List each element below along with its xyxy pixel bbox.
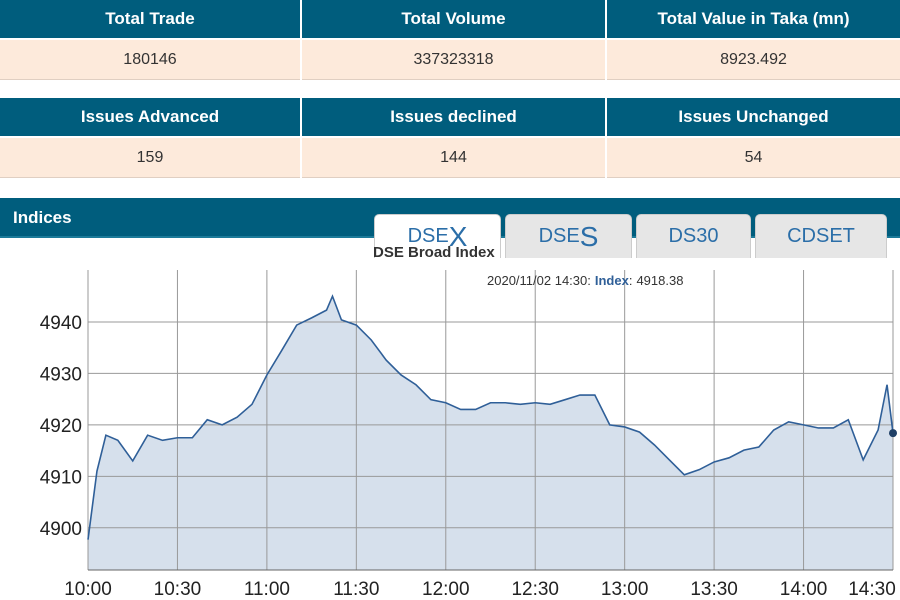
hover-point — [889, 429, 897, 438]
x-tick-label: 10:30 — [154, 579, 202, 600]
header-cell: Total Value in Taka (mn) — [607, 0, 900, 38]
x-tick-label: 13:30 — [690, 579, 738, 600]
tab[interactable]: DSE S — [505, 214, 632, 258]
header-cell: Issues Advanced — [0, 98, 300, 136]
header-cell: Issues declined — [302, 98, 605, 136]
x-tick-label: 14:30 — [848, 579, 896, 600]
y-tick-label: 4900 — [40, 519, 82, 540]
x-tick-label: 12:00 — [422, 579, 470, 600]
tab-label-big: S — [579, 220, 599, 252]
x-tick-label: 12:30 — [511, 579, 559, 600]
y-tick-label: 4940 — [40, 313, 82, 334]
tooltip-sep: : — [629, 273, 633, 288]
x-tick-label: 11:30 — [333, 579, 379, 600]
x-tick-label: 11:00 — [244, 579, 290, 600]
chart-title: DSE Broad Index — [373, 244, 495, 261]
tab-label: DSE — [538, 225, 580, 247]
y-tick-label: 4920 — [40, 416, 82, 437]
tab[interactable]: CDSET — [755, 214, 887, 258]
tooltip: 2020/11/02 14:30: Index: 4918.38 — [487, 273, 683, 288]
line — [87, 294, 894, 540]
indices-title: Indices — [13, 208, 72, 227]
value-cell: 180146 — [0, 40, 300, 80]
y-tick-label: 4910 — [40, 467, 82, 488]
x-tick-label: 14:00 — [780, 579, 828, 600]
tooltip-label: Index — [595, 273, 630, 288]
header-cell: Total Trade — [0, 0, 300, 38]
tooltip-time: 2020/11/02 14:30: — [487, 273, 591, 288]
tooltip-value: 4918.38 — [636, 273, 683, 288]
area — [88, 296, 893, 570]
header-cell: Issues Unchanged — [607, 98, 900, 136]
x-tick-label: 10:00 — [64, 579, 112, 600]
value-cell: 54 — [607, 138, 900, 178]
tab[interactable]: DSE X — [374, 214, 501, 258]
header-cell: Total Volume — [302, 0, 605, 38]
tab[interactable]: DS30 — [636, 214, 751, 258]
value-cell: 8923.492 — [607, 40, 900, 80]
value-cell: 337323318 — [302, 40, 605, 80]
tab-label: CDSET — [787, 225, 855, 247]
value-cell: 159 — [0, 138, 300, 178]
tab-label: DSE — [407, 225, 449, 247]
x-tick-label: 13:00 — [601, 579, 649, 600]
tab-label-big: X — [448, 220, 468, 252]
y-tick-label: 4930 — [40, 364, 82, 385]
value-cell: 144 — [302, 138, 605, 178]
tab-label: DS30 — [668, 225, 719, 247]
